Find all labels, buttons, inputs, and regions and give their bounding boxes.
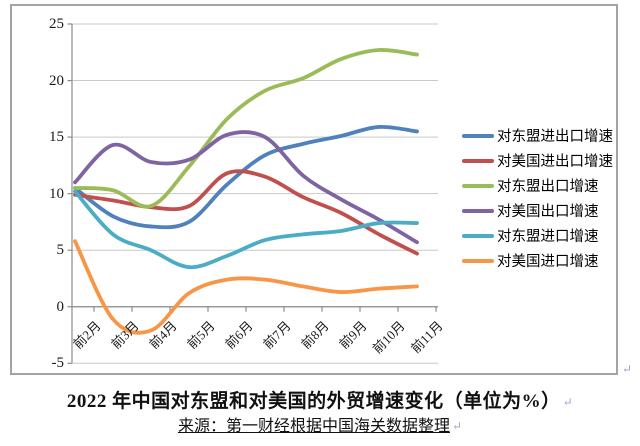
y-tick-label: 0 bbox=[56, 298, 65, 315]
legend-item-5: 对美国进口增速 bbox=[462, 248, 613, 273]
legend-line-swatch bbox=[462, 208, 494, 213]
legend-line-swatch bbox=[462, 158, 494, 163]
legend-line-swatch bbox=[462, 183, 494, 188]
chart-legend: 对东盟进出口增速 对美国进出口增速 对东盟出口增速 对美国出口增速 对东盟进口增速 对美国… bbox=[462, 123, 613, 273]
legend-label: 对美国进口增速 bbox=[497, 254, 599, 270]
y-tick-label: -5 bbox=[51, 355, 65, 372]
chart-source-line: 来源：第一财经根据中国海关数据整理 ↵ bbox=[0, 412, 640, 436]
legend-item-2: 对东盟出口增速 bbox=[462, 173, 613, 198]
legend-line-swatch bbox=[462, 133, 494, 138]
legend-line-swatch bbox=[462, 233, 494, 238]
paragraph-mark: ↵ bbox=[562, 395, 574, 409]
series-line-3 bbox=[73, 130, 419, 245]
legend-item-0: 对东盟进出口增速 bbox=[462, 123, 613, 148]
legend-label: 对美国进出口增速 bbox=[497, 154, 613, 170]
series-line-4 bbox=[73, 189, 419, 270]
y-tick-label: 10 bbox=[49, 185, 64, 202]
series-line-0 bbox=[73, 124, 419, 230]
chart-frame: 25 20 15 10 5 0 -5 前2月 前3月 前4月 前5月 前6月 前7月 前8月 前9月 前10… bbox=[10, 4, 618, 375]
chart-title: 2022 年中国对东盟和对美国的外贸增速变化（单位为%） bbox=[66, 391, 561, 412]
legend-label: 对东盟进口增速 bbox=[497, 229, 599, 245]
legend-line-swatch bbox=[462, 258, 494, 263]
series-line-1 bbox=[73, 169, 419, 256]
legend-item-4: 对东盟进口增速 bbox=[462, 223, 613, 248]
series-line-5 bbox=[73, 239, 419, 335]
series-line-2 bbox=[73, 48, 419, 209]
y-tick-label: 25 bbox=[49, 16, 64, 32]
legend-item-3: 对美国出口增速 bbox=[462, 198, 613, 223]
legend-label: 对东盟出口增速 bbox=[497, 179, 599, 195]
y-tick-label: 15 bbox=[49, 129, 64, 146]
paragraph-mark: ↵ bbox=[622, 362, 633, 376]
y-tick-label: 5 bbox=[56, 242, 65, 259]
legend-item-1: 对美国进出口增速 bbox=[462, 148, 613, 173]
line-chart-plot bbox=[67, 23, 438, 364]
paragraph-mark: ↵ bbox=[451, 419, 463, 433]
legend-label: 对美国出口增速 bbox=[497, 204, 599, 220]
legend-label: 对东盟进出口增速 bbox=[497, 129, 613, 145]
y-tick-label: 20 bbox=[49, 72, 64, 89]
chart-source: 来源：第一财经根据中国海关数据整理 bbox=[177, 418, 450, 435]
chart-title-line: 2022 年中国对东盟和对美国的外贸增速变化（单位为%） ↵ bbox=[0, 386, 640, 413]
